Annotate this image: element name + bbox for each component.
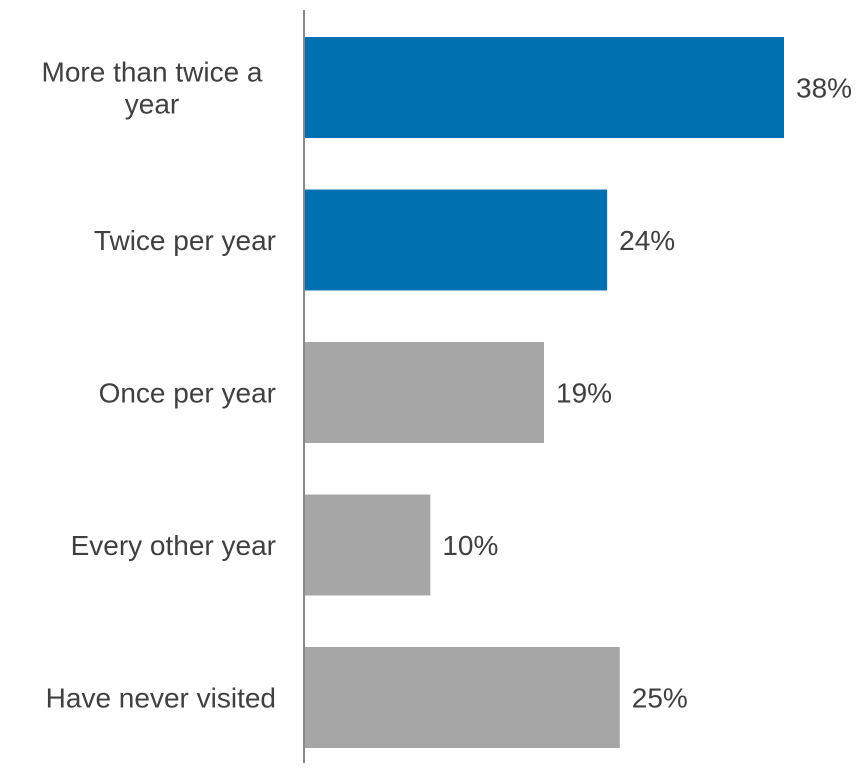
bars-layer xyxy=(304,37,784,748)
value-label-1: 38% xyxy=(796,73,852,104)
category-label-3: Once per year xyxy=(99,378,276,409)
value-label-4: 10% xyxy=(442,530,498,561)
bar-5 xyxy=(304,647,620,748)
value-label-2: 24% xyxy=(619,225,675,256)
value-labels: 38% 24% 19% 10% 25% xyxy=(442,73,852,714)
bar-4 xyxy=(304,494,431,596)
category-label-5: Have never visited xyxy=(46,683,276,714)
bar-3 xyxy=(304,342,544,443)
bar-1 xyxy=(304,37,784,138)
bar-2 xyxy=(304,189,608,291)
category-label-1: More than twice a year xyxy=(42,57,263,120)
value-label-5: 25% xyxy=(632,683,688,714)
category-label-4: Every other year xyxy=(71,530,276,561)
category-label-2: Twice per year xyxy=(94,225,276,256)
category-labels: More than twice a year Twice per year Once … xyxy=(42,57,277,714)
value-label-3: 19% xyxy=(556,378,612,409)
